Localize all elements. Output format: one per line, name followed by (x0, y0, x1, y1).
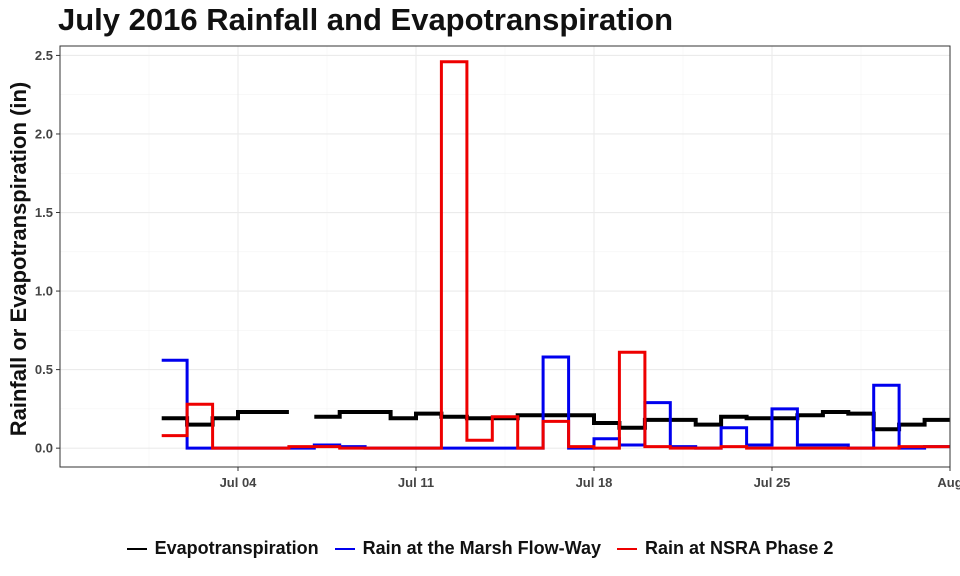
legend-item: Evapotranspiration (126, 538, 319, 559)
series-layer (161, 60, 950, 450)
y-tick-label: 1.0 (35, 284, 53, 299)
legend: Evapotranspiration Rain at the Marsh Flow… (0, 538, 960, 559)
plot-area: 0.00.51.01.52.02.5 Jul 04 Jul 11 Jul 18 Jul… (35, 45, 960, 490)
x-tick-label: Jul 18 (576, 475, 613, 490)
legend-key (334, 547, 355, 550)
legend-label: Rain at NSRA Phase 2 (644, 538, 834, 558)
legend-label: Rain at the Marsh Flow-Way (362, 538, 601, 558)
legend-key (616, 547, 637, 550)
x-tick-label: Aug (937, 475, 960, 490)
y-axis-ticks: 0.0 0.5 1.0 1.5 2.0 2.5 (35, 48, 60, 456)
chart-title: July 2016 Rainfall and Evapotranspiratio… (58, 2, 674, 37)
x-tick-label: Jul 25 (754, 475, 791, 490)
legend-label: Evapotranspiration (154, 538, 319, 558)
legend-item: Rain at the Marsh Flow-Way (334, 538, 601, 559)
series-line-rain-at-nsra-phase-2 (161, 60, 950, 450)
x-tick-label: Jul 11 (398, 475, 434, 490)
y-tick-label: 2.0 (35, 126, 53, 141)
y-tick-label: 0.5 (35, 362, 53, 377)
grid-minor (60, 46, 950, 467)
y-tick-label: 1.5 (35, 205, 53, 220)
y-tick-label: 0.0 (35, 441, 53, 456)
plot-panel-border (59, 45, 951, 468)
x-axis-ticks: Jul 04 Jul 11 Jul 18 Jul 25 Aug (220, 467, 960, 490)
y-tick-label: 2.5 (35, 48, 53, 63)
x-tick-label: Jul 04 (220, 475, 258, 490)
legend-item: Rain at NSRA Phase 2 (616, 538, 834, 559)
legend-key (126, 547, 147, 550)
